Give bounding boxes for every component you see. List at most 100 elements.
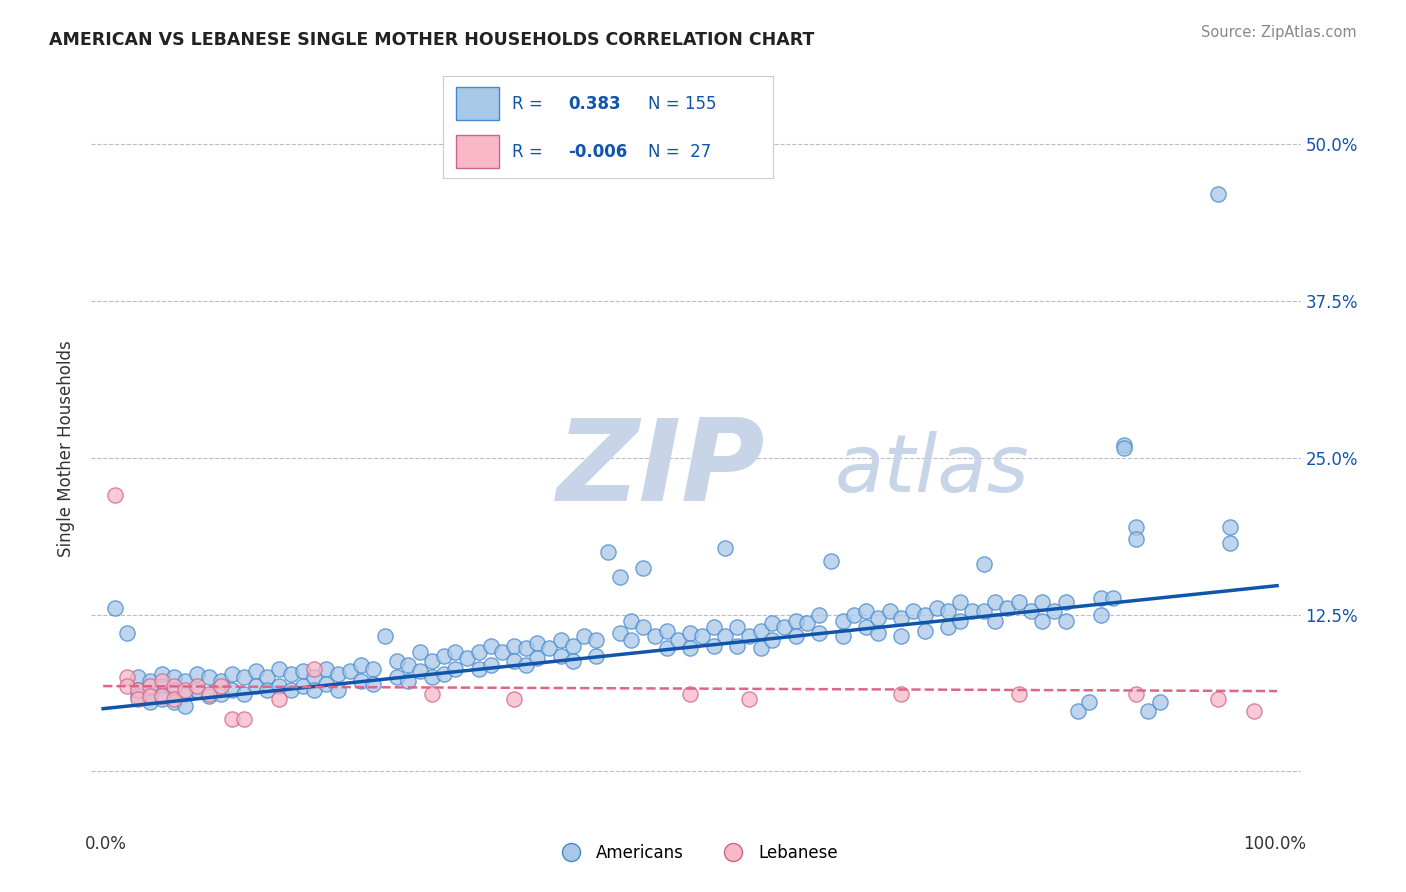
Text: 0.0%: 0.0% [86,835,127,853]
Point [703,639,725,653]
Point [420,687,443,701]
Point [596,545,619,559]
Point [655,624,678,638]
Point [703,620,725,634]
Point [644,629,666,643]
Point [526,636,548,650]
Point [631,620,654,634]
Point [526,651,548,665]
Point [139,687,162,701]
Point [396,657,419,672]
Point [725,620,748,634]
Point [503,691,526,706]
Point [1031,614,1053,628]
Y-axis label: Single Mother Households: Single Mother Households [58,340,76,557]
Point [280,666,302,681]
Text: 0.383: 0.383 [568,95,621,112]
Point [127,670,149,684]
Point [150,691,173,706]
Point [820,553,842,567]
Point [104,601,127,615]
Point [339,664,361,678]
Point [1219,519,1241,533]
Point [304,670,326,684]
Point [186,679,208,693]
Point [280,682,302,697]
Point [291,664,314,678]
Point [925,601,948,615]
Point [808,626,831,640]
Point [585,632,607,647]
Point [1066,704,1088,718]
Point [115,670,138,684]
Point [197,689,219,703]
Point [949,614,972,628]
Point [361,661,384,675]
Point [115,626,138,640]
Point [773,620,796,634]
Point [409,664,432,678]
Point [420,654,443,668]
Point [326,666,349,681]
Point [174,674,197,689]
FancyBboxPatch shape [456,136,499,168]
Point [1101,591,1123,606]
Point [984,595,1007,609]
Point [209,687,232,701]
Point [901,604,924,618]
Point [831,629,853,643]
Point [1043,604,1066,618]
Point [385,654,408,668]
Point [561,639,583,653]
Point [1008,595,1031,609]
Point [256,682,278,697]
Point [515,657,537,672]
Point [690,629,713,643]
Point [127,689,149,703]
FancyBboxPatch shape [456,87,499,120]
Point [761,632,783,647]
Point [1090,607,1112,622]
Text: N =  27: N = 27 [648,143,711,161]
Point [1078,695,1101,709]
Point [233,712,256,726]
Point [561,654,583,668]
Point [938,604,960,618]
Point [150,674,173,689]
Point [714,541,737,555]
Point [679,641,702,656]
Point [1125,687,1147,701]
Legend: Americans, Lebanese: Americans, Lebanese [547,838,845,869]
Point [995,601,1018,615]
Point [245,664,267,678]
Point [949,595,972,609]
Point [984,614,1007,628]
Point [1149,695,1171,709]
Text: ZIP: ZIP [557,414,765,525]
Text: -0.006: -0.006 [568,143,627,161]
Point [479,639,502,653]
Point [550,632,572,647]
Point [960,604,983,618]
Point [245,679,267,693]
Point [420,670,443,684]
Point [162,682,184,697]
Point [714,629,737,643]
Point [879,604,901,618]
Point [186,682,208,697]
Point [1219,536,1241,550]
Point [315,676,337,690]
Point [139,679,162,693]
Point [186,666,208,681]
Point [914,607,936,622]
Point [456,651,478,665]
Point [468,661,491,675]
Point [444,661,467,675]
Point [503,639,526,653]
Point [396,674,419,689]
Point [679,687,702,701]
Point [150,689,173,703]
Point [609,570,631,584]
Point [574,629,596,643]
Point [269,679,291,693]
